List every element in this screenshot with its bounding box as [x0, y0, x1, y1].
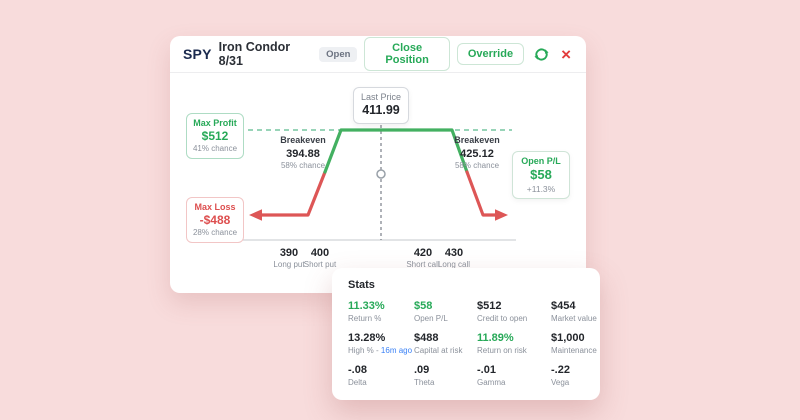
left-arrow-icon — [249, 209, 262, 221]
stat-maintenance: $1,000 Maintenance — [551, 332, 597, 355]
payoff-loss-left-segment — [258, 170, 327, 217]
stat-delta-label: Delta — [348, 378, 367, 387]
strike-420: 420 — [413, 247, 433, 259]
strike-430: 430 — [444, 247, 464, 259]
last-price-box: Last Price 411.99 — [353, 87, 409, 124]
open-pl-box: Open P/L $58 +11.3% — [512, 151, 570, 200]
stat-capital-at-risk-label: Capital at risk — [414, 346, 463, 355]
header-actions: Close Position Override × — [364, 37, 573, 71]
max-loss-label: Max Loss — [194, 202, 236, 212]
breakeven-left-value: 394.88 — [286, 147, 320, 160]
stat-high-pct-label: High % - 16m ago — [348, 346, 414, 355]
stat-return-pct: 11.33% Return % — [348, 300, 414, 323]
stat-return-on-risk: 11.89% Return on risk — [477, 332, 551, 355]
breakeven-left: Breakeven 394.88 58% chance — [269, 135, 337, 171]
payoff-profit-segment — [323, 128, 469, 174]
stat-high-pct: 13.28% High % - 16m ago — [348, 332, 414, 355]
axis-label-short-put: 400 Short put — [290, 246, 350, 271]
leg-short-call: Short call — [406, 260, 440, 270]
stat-open-pl-value: $58 — [414, 300, 433, 312]
last-price-label: Last Price — [360, 92, 402, 102]
stat-vega-value: -.22 — [551, 364, 570, 376]
open-pl-value: $58 — [530, 167, 552, 183]
close-button[interactable]: × — [559, 44, 573, 65]
stat-market-value-value: $454 — [551, 300, 576, 312]
axis-label-short-call: 420 Short call — [393, 246, 453, 271]
stat-vega: -.22 Vega — [551, 364, 597, 387]
stat-credit-to-open-label: Credit to open — [477, 314, 528, 323]
stat-return-pct-label: Return % — [348, 314, 382, 323]
breakeven-right-chance: 58% chance — [454, 160, 500, 170]
stat-return-on-risk-label: Return on risk — [477, 346, 527, 355]
stat-credit-to-open-value: $512 — [477, 300, 502, 312]
stat-capital-at-risk-value: $488 — [414, 332, 439, 344]
stat-gamma-label: Gamma — [477, 378, 506, 387]
breakeven-left-label: Breakeven — [280, 135, 326, 145]
close-icon: × — [561, 44, 571, 64]
high-pct-time-link[interactable]: 16m ago — [380, 346, 413, 355]
stat-market-value: $454 Market value — [551, 300, 597, 323]
leg-long-put: Long put — [273, 260, 305, 270]
payoff-chart: Last Price 411.99 Max Profit $512 41% ch… — [170, 73, 586, 292]
stats-card: Stats 11.33% Return % $58 Open P/L $512 … — [332, 268, 600, 400]
stat-gamma: -.01 Gamma — [477, 364, 551, 387]
current-position-marker — [376, 169, 386, 179]
axis-label-long-call: 430 Long call — [424, 246, 484, 271]
stat-high-pct-value: 13.28% — [348, 332, 386, 344]
axis-label-long-put: 390 Long put — [259, 246, 319, 271]
stats-title: Stats — [348, 279, 375, 291]
ticker-symbol: SPY — [183, 46, 212, 62]
status-badge: Open — [319, 46, 358, 62]
last-price-value: 411.99 — [362, 103, 400, 118]
stat-maintenance-value: $1,000 — [551, 332, 585, 344]
stat-high-pct-label-text: High % - — [348, 346, 379, 355]
payoff-loss-right-segment — [465, 170, 499, 217]
max-profit-chance: 41% chance — [192, 144, 238, 154]
max-loss-box: Max Loss -$488 28% chance — [186, 197, 244, 244]
stat-capital-at-risk: $488 Capital at risk — [414, 332, 477, 355]
breakeven-right-label: Breakeven — [454, 135, 500, 145]
stat-theta-label: Theta — [414, 378, 435, 387]
max-profit-label: Max Profit — [193, 118, 237, 128]
close-position-button[interactable]: Close Position — [364, 37, 450, 71]
open-pl-change: +11.3% — [526, 183, 556, 194]
override-button[interactable]: Override — [456, 43, 525, 65]
stat-maintenance-label: Maintenance — [551, 346, 597, 355]
breakeven-left-chance: 58% chance — [280, 160, 326, 170]
max-profit-box: Max Profit $512 41% chance — [186, 113, 244, 160]
strike-390: 390 — [279, 247, 299, 259]
right-arrow-icon — [495, 209, 508, 221]
position-card: SPY Iron Condor 8/31 Open Close Position… — [170, 36, 586, 293]
stat-open-pl-label: Open P/L — [414, 314, 448, 323]
stat-return-on-risk-value: 11.89% — [477, 332, 514, 344]
max-loss-chance: 28% chance — [192, 228, 238, 238]
breakeven-right: Breakeven 425.12 58% chance — [443, 135, 511, 171]
stat-vega-label: Vega — [551, 378, 570, 387]
breakeven-right-value: 425.12 — [460, 147, 494, 160]
max-profit-value: $512 — [201, 129, 229, 144]
stat-return-pct-value: 11.33% — [348, 300, 385, 312]
stat-delta: -.08 Delta — [348, 364, 414, 387]
refresh-icon — [534, 47, 549, 61]
stat-delta-value: -.08 — [348, 364, 367, 376]
card-header: SPY Iron Condor 8/31 Open Close Position… — [170, 36, 586, 73]
strike-400: 400 — [310, 247, 330, 259]
max-loss-value: -$488 — [199, 213, 231, 228]
stat-open-pl: $58 Open P/L — [414, 300, 477, 323]
leg-long-call: Long call — [437, 260, 471, 270]
leg-short-put: Short put — [303, 260, 337, 270]
stat-gamma-value: -.01 — [477, 364, 496, 376]
stat-theta-value: .09 — [414, 364, 430, 376]
open-pl-label: Open P/L — [521, 156, 561, 166]
position-title: Iron Condor 8/31 — [218, 40, 291, 68]
stat-credit-to-open: $512 Credit to open — [477, 300, 551, 323]
payoff-chart-canvas — [230, 125, 516, 241]
stat-market-value-label: Market value — [551, 314, 597, 323]
stat-theta: .09 Theta — [414, 364, 477, 387]
stats-grid: 11.33% Return % $58 Open P/L $512 Credit… — [348, 300, 597, 387]
refresh-button[interactable] — [531, 44, 552, 65]
